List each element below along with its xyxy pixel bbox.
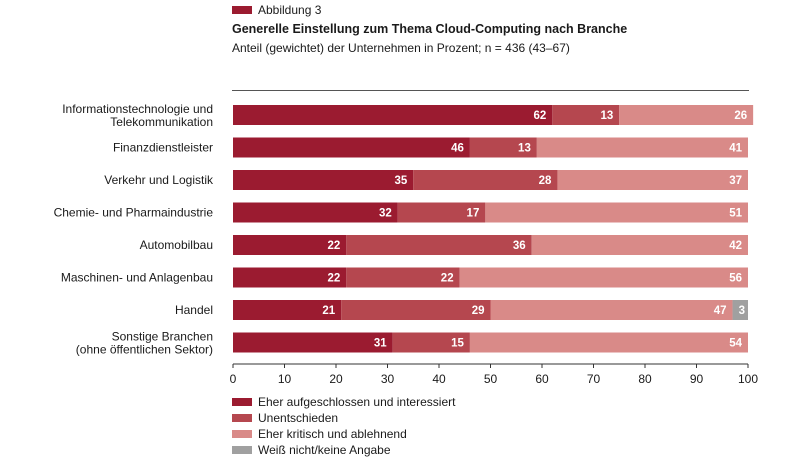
category-label: Handel <box>175 303 213 317</box>
stacked-bar-chart: Informationstechnologie und Telekommunika… <box>54 102 759 386</box>
data-label: 46 <box>451 143 464 155</box>
x-tick-label: 80 <box>638 372 652 386</box>
data-label: 15 <box>451 338 464 350</box>
chart-title: Generelle Einstellung zum Thema Cloud-Co… <box>232 22 628 36</box>
bar-segment <box>536 137 748 158</box>
x-tick-label: 40 <box>432 372 446 386</box>
data-label: 22 <box>328 240 341 252</box>
legend-item: Eher aufgeschlossen und interessiert <box>232 394 455 410</box>
category-label: Sonstige Branchen (ohne öffentlichen Sekt… <box>76 330 213 357</box>
data-label: 37 <box>729 175 742 187</box>
legend: Eher aufgeschlossen und interessiert Unen… <box>232 394 455 458</box>
data-label: 41 <box>729 143 742 155</box>
bar-segment <box>233 332 393 353</box>
bar-segment <box>485 202 748 223</box>
bar-segment <box>341 300 491 320</box>
bar-segment <box>233 105 553 125</box>
x-tick-label: 50 <box>484 372 498 386</box>
bar-segment <box>233 202 398 223</box>
data-label: 13 <box>600 110 613 122</box>
data-label: 26 <box>734 110 747 122</box>
bar-segment <box>392 332 470 353</box>
data-label: 62 <box>534 110 547 122</box>
data-label: 28 <box>539 175 552 187</box>
legend-swatch <box>232 430 252 438</box>
bar-segment <box>732 300 748 320</box>
category-label: Automobilbau <box>140 238 213 252</box>
data-label: 47 <box>714 305 727 317</box>
data-label: 22 <box>328 273 341 285</box>
bar-segment <box>469 137 537 158</box>
chart-subtitle: Anteil (gewichtet) der Unternehmen in Pr… <box>232 41 570 55</box>
legend-item: Eher kritisch und ablehnend <box>232 426 455 442</box>
category-label: Maschinen- und Anlagenbau <box>61 271 213 285</box>
data-label: 54 <box>729 338 742 350</box>
bar-segment <box>233 300 342 320</box>
legend-item: Weiß nicht/keine Angabe <box>232 442 455 458</box>
x-tick-label: 0 <box>230 372 237 386</box>
header-rule <box>232 90 749 91</box>
data-label: 21 <box>322 305 335 317</box>
data-label: 22 <box>441 273 454 285</box>
bar-segment <box>233 170 414 190</box>
legend-swatch <box>232 398 252 406</box>
bar-segment <box>413 170 558 190</box>
legend-label: Unentschieden <box>258 411 339 425</box>
bar-segment <box>552 105 620 125</box>
legend-swatch <box>232 446 252 454</box>
data-label: 36 <box>513 240 526 252</box>
data-label: 17 <box>467 208 480 220</box>
legend-label: Eher aufgeschlossen und interessiert <box>258 395 456 409</box>
legend-label: Eher kritisch und ablehnend <box>258 427 407 441</box>
x-tick-label: 10 <box>278 372 292 386</box>
figure-tag-label: Abbildung 3 <box>258 3 322 17</box>
data-label: 29 <box>472 305 485 317</box>
bar-segment <box>233 235 347 255</box>
x-tick-label: 20 <box>329 372 343 386</box>
x-tick-label: 60 <box>535 372 549 386</box>
figure-tag-swatch <box>232 6 252 14</box>
data-label: 35 <box>394 175 407 187</box>
x-tick-label: 100 <box>738 372 758 386</box>
category-label: Finanzdienstleister <box>113 141 213 155</box>
data-label: 3 <box>739 305 745 317</box>
x-tick-label: 90 <box>690 372 704 386</box>
bar-segment <box>619 105 754 125</box>
category-label: Informationstechnologie und Telekommunika… <box>62 102 213 129</box>
bar-segment <box>490 300 733 320</box>
bar-segment <box>397 202 486 223</box>
data-label: 56 <box>729 273 742 285</box>
bar-segment <box>346 267 460 288</box>
figure-tag: Abbildung 3 <box>232 3 321 17</box>
data-label: 42 <box>729 240 742 252</box>
x-tick-label: 70 <box>587 372 601 386</box>
category-label: Verkehr und Logistik <box>104 173 214 187</box>
data-label: 31 <box>374 338 387 350</box>
bar-segment <box>531 235 748 255</box>
bar-segment <box>233 137 470 158</box>
bar-segment <box>557 170 748 190</box>
bar-segment <box>469 332 748 353</box>
data-label: 51 <box>729 208 742 220</box>
bar-segment <box>346 235 532 255</box>
legend-label: Weiß nicht/keine Angabe <box>258 443 391 457</box>
x-tick-label: 30 <box>381 372 395 386</box>
data-label: 32 <box>379 208 392 220</box>
bar-segment <box>459 267 748 288</box>
bar-segment <box>233 267 347 288</box>
data-label: 13 <box>518 143 531 155</box>
category-label: Chemie- und Pharmaindustrie <box>54 206 214 220</box>
legend-swatch <box>232 414 252 422</box>
legend-item: Unentschieden <box>232 410 455 426</box>
